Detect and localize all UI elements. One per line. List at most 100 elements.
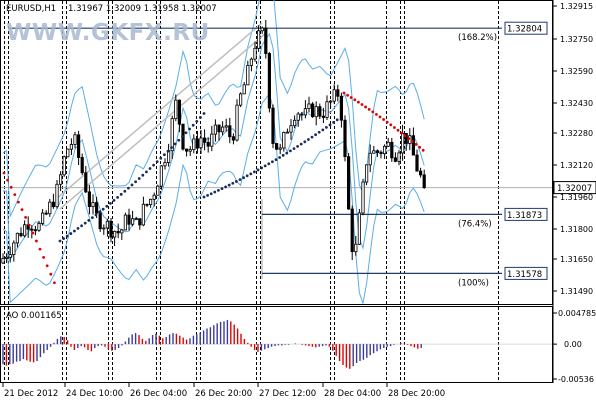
vertical-grid — [1, 1, 552, 382]
sar-dot — [393, 126, 396, 129]
ao-tick-label: 0.004785 — [558, 309, 596, 318]
sar-dot — [367, 107, 371, 111]
parabolic-sar — [2, 91, 425, 285]
sar-dot — [83, 221, 87, 225]
price-tick-label: 1.31800 — [560, 225, 593, 234]
candle-down — [145, 203, 149, 206]
candle-down — [310, 103, 315, 118]
sar-dot — [119, 192, 123, 196]
current-price-label: 1.32007 — [557, 184, 592, 194]
candle-up — [22, 224, 27, 237]
fib-level-box — [504, 207, 548, 221]
sar-dot — [94, 213, 98, 217]
candle-down — [343, 119, 347, 158]
sar-dot — [400, 131, 403, 135]
candle-up — [48, 201, 52, 215]
sar-dot — [116, 195, 119, 199]
candle-up — [120, 229, 124, 234]
sar-dot — [24, 215, 27, 219]
watermark: WWW.GKFX.RU — [6, 20, 210, 46]
ao-label: AO 0.001165 — [6, 311, 62, 321]
candle-up — [238, 93, 243, 106]
sar-dot — [195, 119, 199, 123]
time-tick-label: 24 Dec 10:00 — [66, 389, 123, 399]
time-tick-label: 21 Dec 2012 — [4, 389, 58, 399]
sar-dot — [285, 151, 289, 155]
candle-down — [336, 89, 340, 97]
candle-up — [188, 149, 192, 152]
price-tick-label: 1.31490 — [560, 287, 593, 296]
sar-dot — [274, 158, 278, 162]
sar-dot — [242, 176, 246, 180]
sar-dot — [2, 171, 6, 175]
candle-down — [195, 138, 199, 149]
candle-up — [325, 101, 329, 118]
sar-dot — [385, 120, 389, 124]
fib-level-box — [504, 266, 548, 280]
sar-dot — [346, 93, 349, 97]
candle-up — [235, 104, 239, 141]
candle-up — [328, 100, 333, 103]
sar-dot — [112, 198, 116, 202]
candle-down — [274, 143, 279, 150]
time-axis: 21 Dec 2012 24 Dec 10:00 26 Dec 04:00 26 De… — [2, 383, 445, 399]
sar-dot — [299, 142, 303, 146]
sar-dot — [238, 178, 242, 181]
candle-up — [66, 148, 70, 158]
candle-up — [5, 256, 9, 259]
candle-up — [282, 132, 286, 149]
candle-down — [30, 228, 34, 231]
sar-dot — [31, 231, 35, 235]
sar-dot — [163, 153, 166, 157]
candle-up — [397, 152, 401, 162]
sar-dot — [35, 239, 38, 243]
fib-level-box — [504, 21, 548, 35]
sar-dot — [231, 181, 235, 185]
price-tick-label: 1.32120 — [560, 161, 593, 170]
time-tick-label: 26 Dec 20:00 — [195, 389, 252, 399]
sar-dot — [378, 115, 382, 119]
price-tick-label: 1.31960 — [560, 193, 593, 202]
sar-dot — [134, 180, 138, 184]
sar-dot — [141, 173, 145, 177]
price-tick-label: 1.32915 — [560, 2, 593, 11]
candle-down — [228, 125, 232, 138]
candle-up — [1, 258, 5, 264]
sar-dot — [123, 189, 127, 193]
bollinger-upper — [2, 0, 425, 217]
candle-down — [87, 191, 91, 207]
candle-up — [37, 223, 41, 231]
bollinger-middle — [3, 32, 425, 262]
sar-dot — [130, 183, 134, 187]
sar-dot — [27, 223, 31, 227]
candle-down — [44, 212, 48, 215]
sar-dot — [310, 135, 314, 139]
candle-down — [393, 157, 398, 162]
sar-dot — [371, 110, 375, 114]
sar-dot — [314, 133, 317, 137]
candle-down — [19, 232, 23, 237]
candle-down — [404, 133, 408, 144]
sar-dot — [414, 142, 418, 146]
time-tick-label: 27 Dec 12:00 — [259, 389, 316, 399]
time-tick-label: 26 Dec 04:00 — [130, 389, 187, 399]
candle-up — [192, 138, 196, 151]
price-tick-label: 1.32280 — [560, 129, 593, 138]
sar-dot — [152, 163, 156, 167]
candle-up — [260, 27, 264, 32]
sar-dot — [20, 208, 24, 212]
sar-dot — [73, 229, 76, 233]
sar-dot — [98, 210, 101, 214]
sar-dot — [325, 125, 328, 129]
candle-down — [231, 136, 235, 141]
candle-down — [177, 99, 181, 125]
candle-up — [289, 125, 293, 133]
candle-up — [303, 108, 308, 116]
candle-up — [156, 185, 160, 196]
candle-up — [285, 131, 290, 134]
current-price-badge — [553, 181, 596, 195]
sar-dot — [109, 201, 112, 205]
sar-dot — [105, 204, 109, 208]
sar-dot — [389, 123, 393, 127]
